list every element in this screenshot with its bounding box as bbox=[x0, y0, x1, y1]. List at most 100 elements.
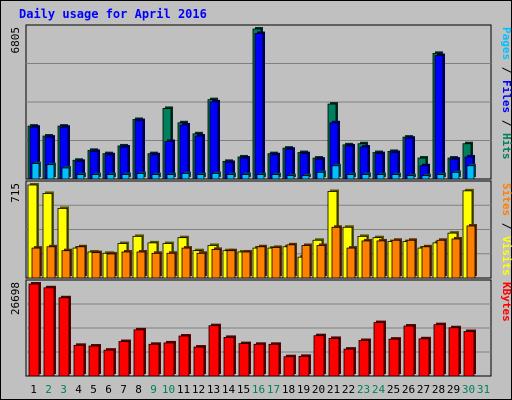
kbytes-bar bbox=[388, 338, 400, 377]
kbytes-bar bbox=[73, 344, 85, 377]
x-tick-label: 6 bbox=[105, 383, 112, 396]
x-tick-label: 2 bbox=[45, 383, 52, 396]
sites-bar bbox=[211, 248, 221, 279]
x-tick-label: 14 bbox=[222, 383, 236, 396]
top-legend-entry: / bbox=[500, 113, 512, 133]
sites-bar bbox=[301, 245, 311, 279]
kbytes-bar bbox=[253, 343, 265, 377]
bottom-ymax-label: 26698 bbox=[9, 282, 22, 315]
sites-bar bbox=[376, 240, 386, 279]
x-tick-label: 29 bbox=[447, 383, 460, 396]
pages-bar bbox=[301, 175, 310, 180]
x-tick-label: 15 bbox=[237, 383, 250, 396]
sites-bar bbox=[466, 225, 476, 279]
sites-bar bbox=[61, 250, 71, 279]
kbytes-bar bbox=[163, 342, 175, 377]
sites-bar bbox=[151, 252, 161, 279]
pages-bar bbox=[331, 165, 340, 180]
x-tick-label: 10 bbox=[162, 383, 175, 396]
middle-legend-entry: Visits bbox=[500, 236, 512, 276]
x-tick-label: 26 bbox=[402, 383, 415, 396]
x-tick-label: 25 bbox=[387, 383, 400, 396]
x-tick-label: 7 bbox=[120, 383, 127, 396]
kbytes-bar bbox=[448, 327, 460, 377]
kbytes-bar bbox=[103, 349, 115, 377]
sites-bar bbox=[76, 246, 86, 279]
middle-ymax-label: 715 bbox=[9, 183, 22, 203]
sites-bar bbox=[91, 252, 101, 279]
sites-bar bbox=[256, 246, 266, 279]
sites-bar bbox=[241, 251, 251, 279]
pages-bar bbox=[406, 175, 415, 180]
pages-bar bbox=[166, 174, 175, 180]
pages-bar bbox=[121, 174, 130, 180]
kbytes-bar bbox=[178, 335, 190, 377]
x-tick-label: 1 bbox=[30, 383, 37, 396]
middle-series-legend: Sites / Visits bbox=[500, 183, 512, 276]
sites-bar bbox=[271, 247, 281, 279]
top-legend-entry: Files bbox=[500, 80, 512, 113]
bottom-legend-entry: KBytes bbox=[500, 282, 512, 322]
pages-bar bbox=[31, 163, 40, 180]
pages-bar bbox=[196, 174, 205, 180]
sites-bar bbox=[31, 247, 41, 279]
pages-bar bbox=[46, 164, 55, 180]
pages-bar bbox=[136, 173, 145, 180]
x-tick-label: 19 bbox=[297, 383, 310, 396]
kbytes-bar bbox=[223, 337, 235, 377]
x-tick-label: 8 bbox=[135, 383, 142, 396]
sites-bar bbox=[181, 247, 191, 279]
kbytes-bar bbox=[193, 346, 205, 377]
pages-bar bbox=[181, 173, 190, 180]
sites-bar bbox=[106, 253, 116, 279]
sites-bar bbox=[421, 246, 431, 279]
pages-bar bbox=[226, 174, 235, 180]
pages-bar bbox=[61, 167, 70, 180]
sites-bar bbox=[361, 240, 371, 279]
sites-bar bbox=[121, 251, 131, 279]
x-tick-label: 20 bbox=[312, 383, 325, 396]
kbytes-bar bbox=[88, 345, 100, 377]
kbytes-bar bbox=[268, 343, 280, 377]
pages-bar bbox=[361, 174, 370, 180]
pages-bar bbox=[256, 174, 265, 180]
kbytes-bar bbox=[208, 325, 220, 377]
pages-bar bbox=[286, 175, 295, 180]
files-bar bbox=[179, 124, 189, 180]
sites-bar bbox=[331, 226, 341, 279]
x-tick-label: 27 bbox=[417, 383, 430, 396]
files-bar bbox=[404, 137, 414, 180]
pages-bar bbox=[316, 171, 325, 180]
sites-bar bbox=[226, 250, 236, 279]
sites-bar bbox=[196, 252, 206, 279]
middle-legend-entry: / bbox=[500, 216, 512, 236]
pages-bar bbox=[451, 171, 460, 180]
pages-bar bbox=[466, 165, 475, 180]
x-tick-label: 21 bbox=[327, 383, 340, 396]
kbytes-bar bbox=[58, 297, 70, 377]
top-legend-entry: Pages bbox=[500, 27, 512, 60]
files-bar bbox=[134, 120, 144, 180]
kbytes-bar bbox=[418, 338, 430, 377]
kbytes-bar bbox=[463, 331, 475, 377]
x-tick-label: 13 bbox=[207, 383, 220, 396]
top-ymax-label: 6805 bbox=[9, 27, 22, 54]
files-bar bbox=[434, 55, 444, 180]
sites-bar bbox=[451, 238, 461, 279]
sites-bar bbox=[391, 239, 401, 279]
x-tick-label: 4 bbox=[75, 383, 82, 396]
pages-bar bbox=[391, 174, 400, 180]
sites-bar bbox=[316, 245, 326, 279]
top-series-legend: Pages / Files / Hits bbox=[500, 27, 512, 160]
sites-bar bbox=[346, 247, 356, 279]
top-legend-entry: / bbox=[500, 60, 512, 80]
x-tick-label: 3 bbox=[60, 383, 67, 396]
files-bar bbox=[209, 101, 219, 180]
pages-bar bbox=[106, 174, 115, 180]
files-bar bbox=[194, 135, 204, 180]
kbytes-bar bbox=[283, 356, 295, 377]
kbytes-bar bbox=[358, 340, 370, 377]
x-tick-label: 5 bbox=[90, 383, 97, 396]
kbytes-bar bbox=[328, 338, 340, 377]
pages-bar bbox=[91, 174, 100, 180]
